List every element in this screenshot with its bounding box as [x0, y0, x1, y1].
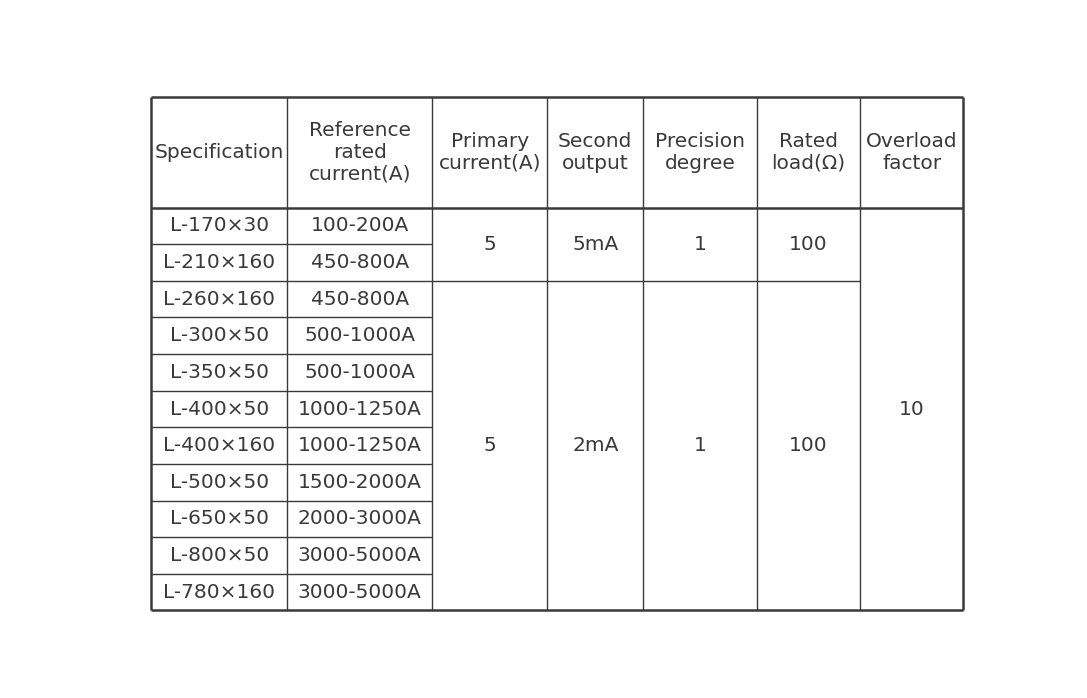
Text: L-260×160: L-260×160 — [163, 290, 275, 309]
Text: Rated
load(Ω): Rated load(Ω) — [772, 132, 846, 173]
Text: 450-800A: 450-800A — [311, 253, 409, 272]
Text: 3000-5000A: 3000-5000A — [298, 546, 422, 565]
Text: 3000-5000A: 3000-5000A — [298, 583, 422, 602]
Text: L-400×50: L-400×50 — [170, 399, 268, 419]
Text: Overload
factor: Overload factor — [865, 132, 958, 173]
Text: 1: 1 — [694, 235, 707, 253]
Text: 1000-1250A: 1000-1250A — [298, 436, 422, 455]
Text: Reference
rated
current(A): Reference rated current(A) — [309, 121, 411, 184]
Text: L-800×50: L-800×50 — [170, 546, 268, 565]
Text: 10: 10 — [899, 399, 924, 419]
Text: 500-1000A: 500-1000A — [304, 363, 415, 382]
Text: 5: 5 — [484, 436, 496, 455]
Text: 5mA: 5mA — [572, 235, 619, 253]
Text: Primary
current(A): Primary current(A) — [438, 132, 541, 173]
Text: L-170×30: L-170×30 — [170, 216, 268, 235]
Text: L-210×160: L-210×160 — [163, 253, 275, 272]
Text: 5: 5 — [484, 235, 496, 253]
Text: 100: 100 — [789, 235, 827, 253]
Text: 100: 100 — [789, 436, 827, 455]
Text: 450-800A: 450-800A — [311, 290, 409, 309]
Text: L-780×160: L-780×160 — [163, 583, 275, 602]
Text: L-400×160: L-400×160 — [163, 436, 275, 455]
Text: 100-200A: 100-200A — [311, 216, 409, 235]
Text: 1500-2000A: 1500-2000A — [298, 473, 422, 492]
Text: 1000-1250A: 1000-1250A — [298, 399, 422, 419]
Text: L-350×50: L-350×50 — [170, 363, 268, 382]
Text: 2mA: 2mA — [572, 436, 619, 455]
Text: L-300×50: L-300×50 — [170, 326, 268, 346]
Text: 1: 1 — [694, 436, 707, 455]
Text: L-650×50: L-650×50 — [170, 510, 268, 528]
Text: L-500×50: L-500×50 — [170, 473, 268, 492]
Text: 2000-3000A: 2000-3000A — [298, 510, 422, 528]
Text: Specification: Specification — [154, 143, 284, 162]
Text: 500-1000A: 500-1000A — [304, 326, 415, 346]
Text: Precision
degree: Precision degree — [655, 132, 745, 173]
Text: Second
output: Second output — [558, 132, 633, 173]
